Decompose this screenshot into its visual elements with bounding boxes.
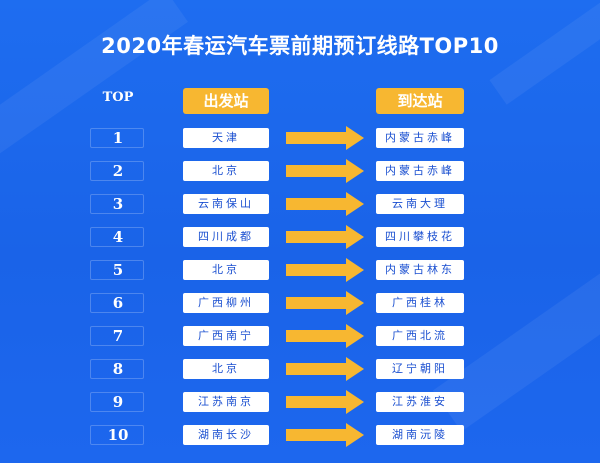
rank-box — [90, 128, 144, 148]
route-row: 6 广西柳州 广西桂林 — [0, 291, 600, 315]
rank-box — [90, 293, 144, 313]
to-station: 四川攀枝花 — [376, 227, 464, 247]
to-station: 广西桂林 — [376, 293, 464, 313]
to-station: 内蒙古赤峰 — [376, 128, 464, 148]
rank-box — [90, 425, 144, 445]
to-station: 广西北流 — [376, 326, 464, 346]
rank-box — [90, 161, 144, 181]
rank-box — [90, 326, 144, 346]
route-row: 4 四川成都 四川攀枝花 — [0, 225, 600, 249]
rank-header: TOP — [102, 90, 134, 105]
route-row: 10 湖南长沙 湖南沅陵 — [0, 423, 600, 447]
arrow-right-icon — [286, 324, 364, 348]
arrow-right-icon — [286, 291, 364, 315]
rank-box — [90, 359, 144, 379]
rank-number: 2 — [112, 162, 124, 180]
to-station: 江苏淮安 — [376, 392, 464, 412]
rank-number: 10 — [107, 426, 129, 444]
from-station: 北京 — [183, 260, 269, 280]
rank-box — [90, 392, 144, 412]
to-station: 云南大理 — [376, 194, 464, 214]
arrow-right-icon — [286, 258, 364, 282]
rank-number: 3 — [112, 195, 124, 213]
arrow-right-icon — [286, 225, 364, 249]
from-station-header: 出发站 — [183, 88, 269, 114]
route-row: 2 北京 内蒙古赤峰 — [0, 159, 600, 183]
from-station: 湖南长沙 — [183, 425, 269, 445]
rank-number: 6 — [112, 294, 124, 312]
to-station: 内蒙古林东 — [376, 260, 464, 280]
from-station: 广西柳州 — [183, 293, 269, 313]
rank-number: 8 — [112, 360, 124, 378]
arrow-right-icon — [286, 126, 364, 150]
from-station: 北京 — [183, 359, 269, 379]
arrow-right-icon — [286, 192, 364, 216]
rank-box — [90, 194, 144, 214]
to-station: 湖南沅陵 — [376, 425, 464, 445]
rank-number: 1 — [112, 129, 124, 147]
route-row: 9 江苏南京 江苏淮安 — [0, 390, 600, 414]
route-row: 3 云南保山 云南大理 — [0, 192, 600, 216]
route-row: 5 北京 内蒙古林东 — [0, 258, 600, 282]
arrow-right-icon — [286, 159, 364, 183]
rank-number: 9 — [112, 393, 124, 411]
route-row: 8 北京 辽宁朝阳 — [0, 357, 600, 381]
rank-box — [90, 260, 144, 280]
to-station: 内蒙古赤峰 — [376, 161, 464, 181]
from-station: 云南保山 — [183, 194, 269, 214]
to-station: 辽宁朝阳 — [376, 359, 464, 379]
arrow-right-icon — [286, 390, 364, 414]
arrow-right-icon — [286, 423, 364, 447]
from-station: 四川成都 — [183, 227, 269, 247]
arrow-right-icon — [286, 357, 364, 381]
from-station: 广西南宁 — [183, 326, 269, 346]
route-row: 7 广西南宁 广西北流 — [0, 324, 600, 348]
page-title: 2020年春运汽车票前期预订线路TOP10 — [101, 34, 499, 58]
from-station: 天津 — [183, 128, 269, 148]
rank-box — [90, 227, 144, 247]
from-station: 江苏南京 — [183, 392, 269, 412]
route-row: 1 天津 内蒙古赤峰 — [0, 126, 600, 150]
from-station: 北京 — [183, 161, 269, 181]
to-station-header: 到达站 — [376, 88, 464, 114]
rank-number: 4 — [112, 228, 124, 246]
rank-number: 7 — [112, 327, 124, 345]
rank-number: 5 — [112, 261, 124, 279]
